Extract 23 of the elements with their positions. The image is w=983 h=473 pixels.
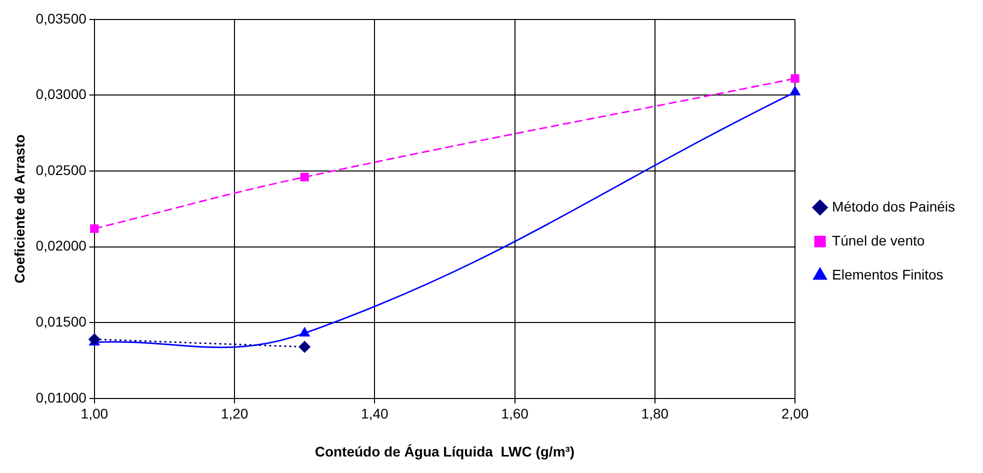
x-tick-label: 1,80 <box>641 406 669 422</box>
x-tick-label: 1,00 <box>80 406 108 422</box>
y-axis-title: Coeficiente de Arrasto <box>11 134 28 284</box>
y-tick-label: 0,01000 <box>36 389 87 406</box>
y-tick-label: 0,02000 <box>36 238 87 254</box>
legend-label: Método dos Painéis <box>832 198 956 214</box>
point <box>790 86 800 96</box>
point <box>790 74 800 83</box>
legend-label: Elementos Finitos <box>832 266 944 282</box>
x-tick-label: 1,40 <box>361 406 388 422</box>
y-tick-label: 0,03000 <box>36 86 87 102</box>
x-tick-label: 1,60 <box>501 406 529 422</box>
point <box>90 224 99 233</box>
x-tick-label: 2,00 <box>781 406 809 422</box>
y-tick-label: 0,01500 <box>36 313 87 330</box>
y-tick-label: 0,02500 <box>36 162 87 178</box>
legend-label: Túnel de vento <box>832 232 925 248</box>
x-tick-label: 1,20 <box>220 406 248 422</box>
x-axis-title: Conteúdo de Água Líquida LWC (g/m³) <box>314 443 575 460</box>
point <box>300 327 310 336</box>
point <box>300 172 309 182</box>
point <box>298 341 310 353</box>
y-tick-label: 0,03500 <box>36 10 87 26</box>
